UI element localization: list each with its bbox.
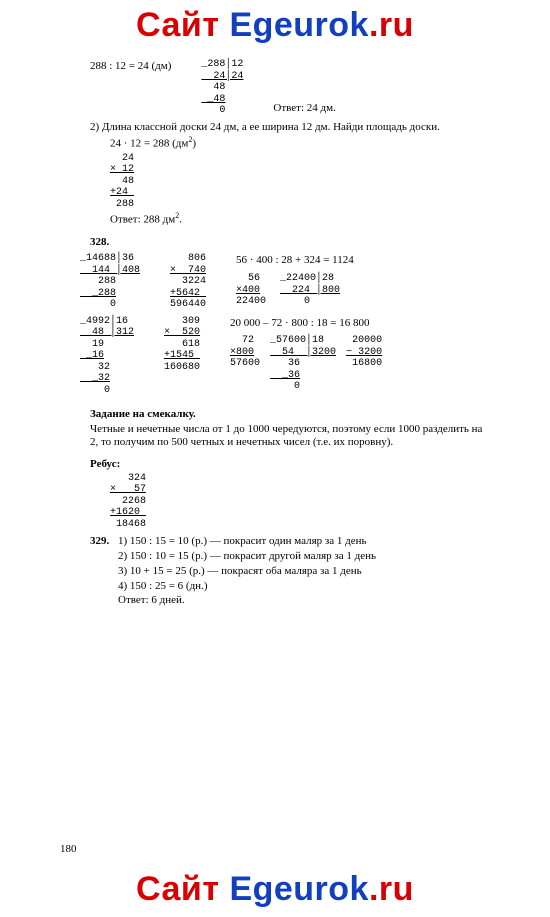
long-mult: 309 × 520 618 +1545 160680 (164, 316, 200, 374)
long-division: _288│12 24│24 48 _48 0 (201, 59, 243, 117)
long-mult: 72 ×800 57600 (230, 335, 260, 370)
answer: Ответ: 24 дм. (273, 102, 335, 116)
eq: 288 : 12 = 24 (дм) (90, 60, 171, 74)
body-text: Четные и нечетные числа от 1 до 1000 чер… (90, 423, 490, 451)
heading: Задание на смекалку. (90, 408, 490, 422)
heading: Ребус: (90, 458, 490, 472)
long-division: _14688│36 144 │408 288 _288 0 (80, 253, 140, 311)
eq: 20 000 – 72 · 800 : 18 = 16 800 (230, 317, 369, 331)
long-mult: 24 × 12 48 +24 288 (90, 153, 490, 211)
long-mult: 56 ×400 22400 (236, 273, 266, 308)
page-number: 180 (60, 843, 77, 855)
long-mult: 324 × 57 2268 +1620 18468 (90, 473, 490, 531)
long-division: _22400│28 224 │800 0 (280, 273, 340, 308)
long-division: _57600│18 54 │3200 36 _36 0 (270, 335, 336, 393)
answer: Ответ: 6 дней. (90, 594, 490, 608)
page-content: 288 : 12 = 24 (дм) _288│12 24│24 48 _48 … (0, 51, 550, 613)
answer: Ответ: 288 дм2. (90, 211, 490, 227)
problem-number: 328. (90, 236, 118, 250)
long-division: _4992│16 48 │312 19 _16 32 _32 0 (80, 316, 134, 397)
watermark-bottom: Сайт Egeurok.ru (0, 864, 550, 915)
long-mult: 806 × 740 3224 +5642 596440 (170, 253, 206, 311)
eq: 56 · 400 : 28 + 324 = 1124 (236, 254, 354, 268)
watermark-top: Сайт Egeurok.ru (0, 0, 550, 51)
problem-number: 329. (90, 535, 118, 549)
long-sub: 20000 − 3200 16800 (346, 335, 382, 370)
task-text: 2) Длина классной доски 24 дм, а ее шири… (90, 121, 490, 135)
eq: 24 · 12 = 288 (дм2) (90, 135, 490, 151)
